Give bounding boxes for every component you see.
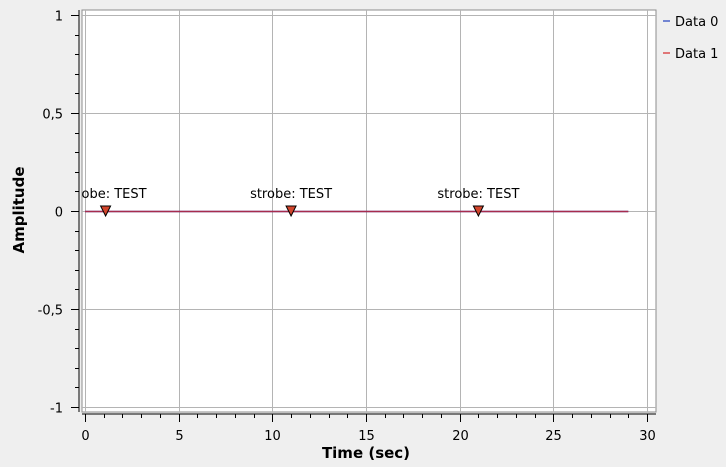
y-tick-label: 1: [55, 10, 63, 25]
x-tick-label: 20: [452, 429, 469, 444]
x-tick-label: 15: [358, 429, 375, 444]
y-tick-label: 0: [55, 206, 63, 221]
legend-item-1[interactable]: Data 1: [675, 47, 718, 62]
tag-marker-2[interactable]: [472, 205, 485, 218]
tag-marker-1[interactable]: [285, 205, 297, 218]
x-tick-label: 0: [81, 429, 89, 444]
x-axis-title: Time (sec): [322, 444, 410, 462]
y-axis: 1 0,5 0 -0,5 -1: [38, 10, 80, 417]
tag-label-0: strobe: TEST: [65, 187, 147, 202]
legend[interactable]: Data 0 Data 1: [663, 15, 718, 62]
tag-marker-0[interactable]: [99, 205, 112, 218]
x-tick-label: 5: [175, 429, 183, 444]
x-tick-label: 30: [639, 429, 656, 444]
y-tick-label: -0,5: [38, 304, 63, 319]
tag-label-2: strobe: TEST: [437, 187, 519, 202]
y-tick-label: -1: [50, 402, 63, 417]
tag-layer: strobe: TEST strobe: TEST strobe: TEST: [65, 187, 519, 218]
x-tick-label: 10: [264, 429, 281, 444]
legend-item-0[interactable]: Data 0: [675, 15, 718, 30]
y-tick-label: 0,5: [42, 108, 63, 123]
tag-label-1: strobe: TEST: [250, 187, 332, 202]
y-axis-title: Amplitude: [10, 166, 28, 253]
x-tick-label: 25: [545, 429, 562, 444]
x-axis: 0 5 10 15 20 25 30: [81, 413, 656, 444]
